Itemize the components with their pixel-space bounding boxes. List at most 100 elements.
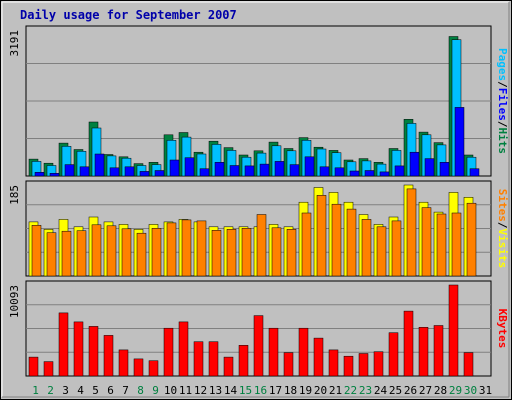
bar-kbytes-kbytes-day-6 <box>103 335 114 377</box>
panel-visits: 185 Sites/Visits <box>8 180 509 277</box>
legend-pages: Pages <box>496 48 509 81</box>
bar-hits-pages-day-20 <box>319 166 330 177</box>
day-label-21: 21 <box>329 384 342 397</box>
bar-hits-pages-day-5 <box>94 153 105 177</box>
bar-kbytes-kbytes-day-14 <box>223 356 234 377</box>
legend-separator: / <box>496 222 509 229</box>
day-label-22: 22 <box>344 384 357 397</box>
bar-kbytes-kbytes-day-5 <box>88 326 99 377</box>
bar-visits-sites-day-11 <box>181 219 192 277</box>
bar-visits-sites-day-15 <box>241 228 252 277</box>
day-label-13: 13 <box>209 384 222 397</box>
bar-visits-sites-day-14 <box>226 229 237 277</box>
day-label-15: 15 <box>239 384 252 397</box>
bar-kbytes-kbytes-day-29 <box>448 284 459 377</box>
day-label-31: 31 <box>479 384 492 397</box>
bar-visits-sites-day-22 <box>346 208 357 277</box>
bar-visits-sites-day-5 <box>91 224 102 277</box>
bar-hits-pages-day-29 <box>454 107 465 177</box>
bar-visits-sites-day-21 <box>331 203 342 277</box>
panel-hits-legend: Pages/Files/Hits <box>496 48 509 154</box>
day-label-16: 16 <box>254 384 267 397</box>
bar-visits-sites-day-23 <box>361 219 372 277</box>
bar-visits-sites-day-8 <box>136 232 147 277</box>
bar-kbytes-kbytes-day-9 <box>148 360 159 377</box>
bar-visits-sites-day-9 <box>151 228 162 277</box>
day-label-8: 8 <box>137 384 144 397</box>
day-label-29: 29 <box>449 384 462 397</box>
bar-kbytes-kbytes-day-21 <box>328 349 339 377</box>
bar-visits-sites-day-25 <box>391 220 402 277</box>
bar-kbytes-kbytes-day-30 <box>463 352 474 377</box>
bar-hits-pages-day-7 <box>124 166 135 177</box>
bar-hits-pages-day-10 <box>169 159 180 177</box>
bar-hits-pages-day-11 <box>184 157 195 177</box>
bar-hits-pages-day-6 <box>109 167 120 177</box>
bar-hits-pages-day-23 <box>364 170 375 177</box>
day-label-11: 11 <box>179 384 192 397</box>
bar-hits-pages-day-8 <box>139 171 150 177</box>
day-label-17: 17 <box>269 384 282 397</box>
bar-kbytes-kbytes-day-13 <box>208 341 219 377</box>
panel-hits-ymax-label: 3191 <box>8 30 21 57</box>
bar-hits-pages-day-26 <box>409 151 420 177</box>
bar-kbytes-kbytes-day-20 <box>313 337 324 377</box>
bar-hits-pages-day-28 <box>439 162 450 177</box>
bar-hits-pages-day-19 <box>304 156 315 177</box>
bar-visits-sites-day-18 <box>286 229 297 277</box>
panel-visits-ymax-label: 185 <box>8 185 21 205</box>
day-label-6: 6 <box>107 384 114 397</box>
bar-hits-pages-day-2 <box>49 173 60 177</box>
day-label-23: 23 <box>359 384 372 397</box>
bar-kbytes-kbytes-day-23 <box>358 353 369 377</box>
bar-hits-pages-day-15 <box>244 165 255 177</box>
bar-visits-sites-day-1 <box>31 225 42 277</box>
bar-visits-sites-day-10 <box>166 222 177 277</box>
bar-kbytes-kbytes-day-19 <box>298 327 309 377</box>
day-label-4: 4 <box>77 384 84 397</box>
bar-kbytes-kbytes-day-3 <box>58 312 69 377</box>
bar-visits-sites-day-7 <box>121 228 132 277</box>
day-label-9: 9 <box>152 384 159 397</box>
bar-hits-pages-day-14 <box>229 165 240 177</box>
day-label-7: 7 <box>122 384 129 397</box>
bar-visits-sites-day-17 <box>271 227 282 277</box>
day-label-5: 5 <box>92 384 99 397</box>
bar-hits-pages-day-9 <box>154 170 165 177</box>
bar-kbytes-kbytes-day-25 <box>388 332 399 377</box>
bar-kbytes-kbytes-day-16 <box>253 315 264 377</box>
legend-files: Files <box>496 88 509 121</box>
day-label-12: 12 <box>194 384 207 397</box>
legend-sites: Sites <box>496 189 509 222</box>
bar-hits-pages-day-12 <box>199 168 210 177</box>
bar-kbytes-kbytes-day-8 <box>133 358 144 377</box>
bar-hits-pages-day-13 <box>214 162 225 177</box>
day-label-27: 27 <box>419 384 432 397</box>
bar-kbytes-kbytes-day-11 <box>178 321 189 377</box>
bar-kbytes-kbytes-day-4 <box>73 321 84 377</box>
bar-kbytes-kbytes-day-12 <box>193 341 204 377</box>
bar-kbytes-kbytes-day-7 <box>118 349 129 377</box>
panel-kbytes-legend: KBytes <box>496 309 509 349</box>
bar-kbytes-kbytes-day-22 <box>343 355 354 377</box>
bar-visits-sites-day-20 <box>316 195 327 277</box>
day-label-3: 3 <box>62 384 69 397</box>
legend-visits: Visits <box>496 229 509 269</box>
bar-hits-pages-day-17 <box>274 161 285 177</box>
bar-kbytes-kbytes-day-1 <box>28 356 39 377</box>
bar-visits-sites-day-3 <box>61 230 72 277</box>
bar-visits-sites-day-26 <box>406 188 417 277</box>
bar-kbytes-kbytes-day-2 <box>43 361 54 377</box>
day-label-25: 25 <box>389 384 402 397</box>
legend-separator: / <box>496 81 509 88</box>
panel-kbytes-ymax-label: 10093 <box>8 285 21 318</box>
bar-hits-pages-day-30 <box>469 168 480 177</box>
bar-kbytes-kbytes-day-18 <box>283 352 294 377</box>
bar-kbytes-kbytes-day-27 <box>418 327 429 377</box>
bar-hits-pages-day-25 <box>394 165 405 177</box>
bar-visits-sites-day-19 <box>301 212 312 277</box>
bar-visits-sites-day-28 <box>436 213 447 277</box>
day-label-14: 14 <box>224 384 238 397</box>
